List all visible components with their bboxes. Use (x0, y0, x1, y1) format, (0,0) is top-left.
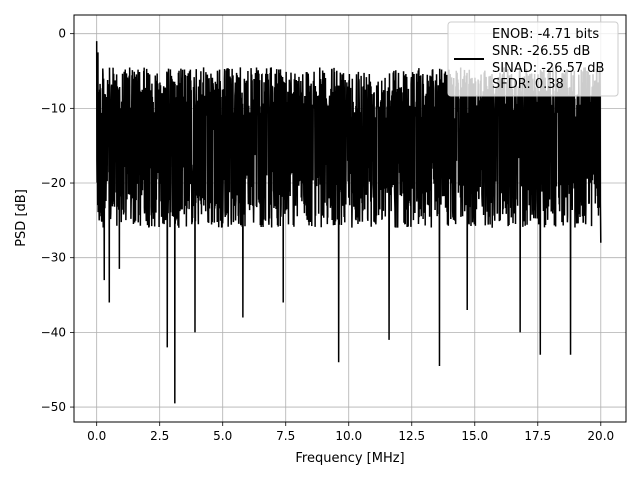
legend: ENOB: -4.71 bits SNR: -26.55 dB SINAD: -… (447, 21, 619, 97)
x-tick-label: 5.0 (213, 429, 232, 443)
x-tick-label: 0.0 (87, 429, 106, 443)
legend-line-sinad: SINAD: -26.57 dB (492, 61, 604, 76)
y-tick-label: −10 (41, 101, 66, 115)
y-tick-label: 0 (58, 27, 66, 41)
y-tick-label: −20 (41, 176, 66, 190)
psd-series-line (95, 41, 602, 404)
x-tick-label: 10.0 (335, 429, 362, 443)
x-tick-label: 7.5 (276, 429, 295, 443)
legend-box (447, 21, 619, 97)
x-axis-label: Frequency [MHz] (295, 451, 404, 466)
y-axis-label: PSD [dB] (14, 189, 29, 247)
x-tick-label: 12.5 (398, 429, 425, 443)
legend-line-enob: ENOB: -4.71 bits (492, 27, 599, 42)
x-tick-label: 17.5 (524, 429, 551, 443)
data-layer (95, 41, 602, 404)
y-tick-label: −50 (41, 400, 66, 414)
x-tick-label: 15.0 (461, 429, 488, 443)
legend-line-snr: SNR: -26.55 dB (492, 44, 590, 59)
x-tick-label: 2.5 (150, 429, 169, 443)
y-tick-label: −30 (41, 251, 66, 265)
y-tick-label: −40 (41, 325, 66, 339)
y-axis-ticks: 0 −10 −20 −30 −40 −50 (41, 27, 74, 414)
legend-line-sfdr: SFDR: 0.38 (492, 77, 564, 92)
x-axis-ticks: 0.0 2.5 5.0 7.5 10.0 12.5 15.0 17.5 20.0 (87, 422, 614, 443)
plot-frame (73, 14, 627, 423)
x-tick-label: 20.0 (587, 429, 614, 443)
